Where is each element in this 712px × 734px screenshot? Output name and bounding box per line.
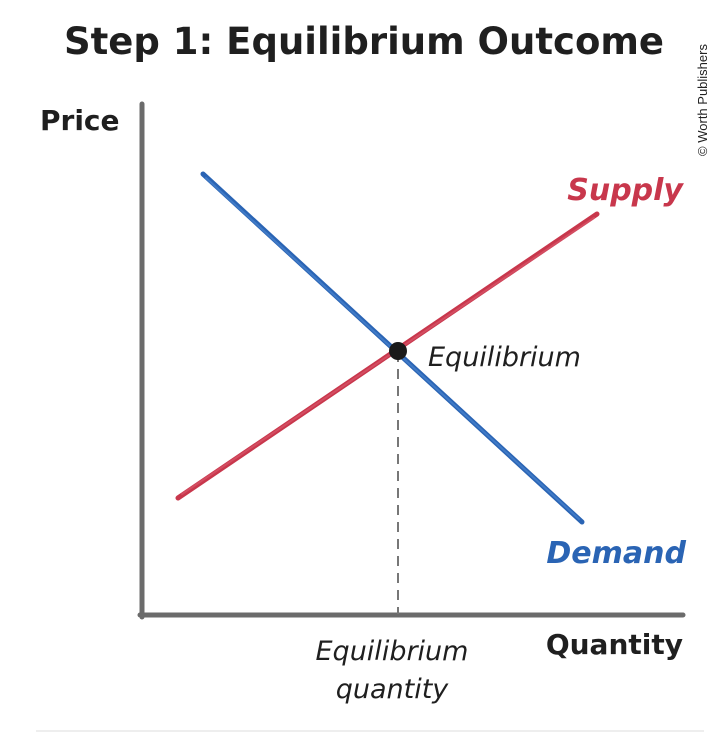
supply-label: Supply [567,173,684,208]
equilibrium-quantity-label-line1: Equilibrium [316,636,469,667]
equilibrium-point [389,342,407,360]
demand-label: Demand [546,536,686,571]
copyright-credit: © Worth Publishers [695,44,710,156]
x-axis-title: Quantity [546,628,683,661]
equilibrium-quantity-label-line2: quantity [336,674,450,705]
supply-curve [175,211,600,501]
y-axis-title: Price [40,104,120,137]
diagram-title: Step 1: Equilibrium Outcome [64,20,664,63]
bottom-divider [36,730,704,732]
axes [137,101,686,620]
equilibrium-label: Equilibrium [428,342,581,373]
